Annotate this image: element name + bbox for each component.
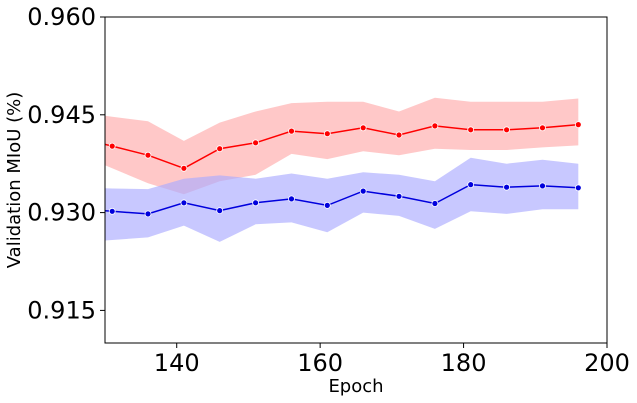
point-series-1 <box>144 210 152 218</box>
point-series-1 <box>395 192 403 200</box>
point-series-1 <box>539 182 546 190</box>
y-axis-label: Validation MIoU (%) <box>4 92 25 269</box>
point-series-0 <box>180 164 188 172</box>
y-axis: 0.915 0.930 0.945 0.960 <box>27 3 105 324</box>
confidence-bands <box>105 97 579 242</box>
point-series-0 <box>395 131 403 139</box>
x-tick-label: 140 <box>154 349 200 377</box>
point-series-1 <box>431 200 439 207</box>
point-series-0 <box>503 126 511 134</box>
point-series-1 <box>503 183 511 191</box>
band-series-0 <box>105 97 579 195</box>
x-tick-label: 180 <box>441 349 487 377</box>
y-tick-label: 0.930 <box>27 199 96 227</box>
point-series-0 <box>539 124 546 132</box>
plot-frame <box>104 16 608 344</box>
point-series-1 <box>359 187 367 195</box>
y-tick-label: 0.945 <box>27 101 96 129</box>
series-points <box>108 121 582 218</box>
point-series-1 <box>180 199 188 207</box>
point-series-0 <box>288 127 295 135</box>
x-tick-label: 160 <box>297 349 343 377</box>
point-series-1 <box>216 207 224 215</box>
point-series-0 <box>574 121 582 128</box>
point-series-1 <box>252 199 260 207</box>
x-tick-label: 200 <box>584 349 630 377</box>
point-series-0 <box>323 130 331 138</box>
x-axis-label: Epoch <box>328 376 383 397</box>
point-series-0 <box>431 122 439 130</box>
point-series-1 <box>108 207 116 215</box>
point-series-0 <box>252 139 260 147</box>
point-series-0 <box>108 142 116 150</box>
y-tick-label: 0.960 <box>27 3 96 31</box>
point-series-1 <box>323 201 331 209</box>
point-series-1 <box>574 184 582 192</box>
point-series-0 <box>467 126 475 134</box>
point-series-1 <box>288 195 295 203</box>
x-axis: 140 160 180 200 <box>154 343 630 377</box>
point-series-0 <box>216 145 224 153</box>
point-series-1 <box>467 181 475 189</box>
y-tick-label: 0.915 <box>27 296 96 324</box>
point-series-0 <box>144 151 152 159</box>
point-series-0 <box>359 124 367 132</box>
